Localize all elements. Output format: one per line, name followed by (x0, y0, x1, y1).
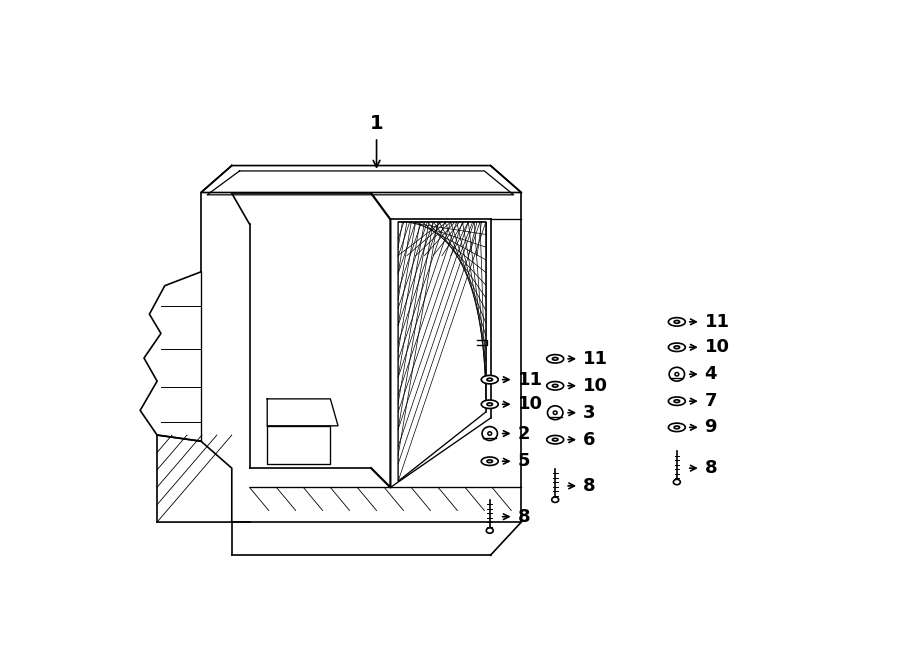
Text: 9: 9 (705, 418, 717, 436)
Text: 8: 8 (583, 477, 596, 495)
Text: 8: 8 (705, 459, 717, 477)
Text: 11: 11 (705, 313, 730, 331)
Polygon shape (398, 222, 486, 481)
Ellipse shape (482, 375, 499, 384)
Ellipse shape (669, 368, 685, 381)
Ellipse shape (673, 479, 680, 485)
Text: 10: 10 (518, 395, 543, 413)
Text: 7: 7 (705, 392, 717, 410)
Ellipse shape (486, 528, 493, 533)
Text: 5: 5 (518, 452, 530, 470)
Text: 8: 8 (518, 508, 530, 525)
Ellipse shape (552, 497, 559, 502)
Ellipse shape (482, 457, 499, 465)
Text: 11: 11 (518, 371, 543, 389)
Text: 11: 11 (583, 350, 608, 368)
Ellipse shape (669, 343, 685, 352)
Text: 1: 1 (370, 114, 383, 134)
Ellipse shape (669, 318, 685, 326)
Ellipse shape (546, 436, 563, 444)
Text: 6: 6 (583, 431, 596, 449)
Ellipse shape (546, 381, 563, 390)
Text: 3: 3 (583, 404, 596, 422)
Text: 10: 10 (705, 338, 730, 356)
Ellipse shape (546, 354, 563, 363)
Ellipse shape (482, 400, 499, 408)
Ellipse shape (669, 397, 685, 405)
Text: 4: 4 (705, 366, 717, 383)
Text: 10: 10 (583, 377, 608, 395)
Ellipse shape (547, 406, 562, 420)
Text: 2: 2 (518, 424, 530, 442)
Ellipse shape (669, 423, 685, 432)
Ellipse shape (482, 426, 498, 440)
